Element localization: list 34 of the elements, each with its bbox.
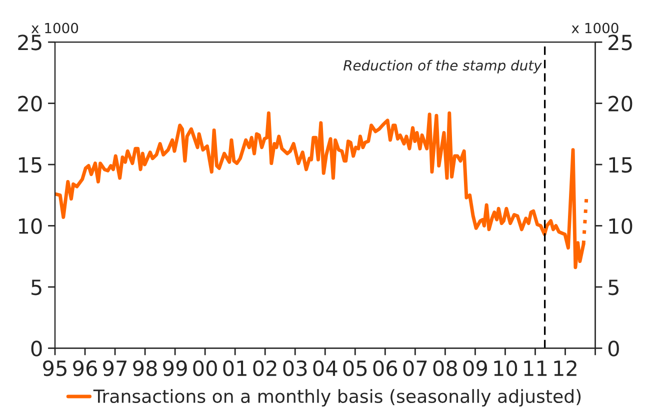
x-tick-label: 00 <box>193 360 217 376</box>
x-tick-label: 04 <box>313 360 338 376</box>
x-tick-label: 08 <box>433 360 457 376</box>
y-tick-label: 5 <box>32 280 42 296</box>
y2-tick-label: 10 <box>609 218 632 234</box>
y2-tick-label: 20 <box>608 96 632 112</box>
x-tick-label: 95 <box>43 360 66 376</box>
x-tick-label: 97 <box>103 360 126 376</box>
y2-tick-label: 15 <box>609 157 632 173</box>
ref-line-label: Reduction of the stamp duty <box>343 60 542 74</box>
x-tick-label: 11 <box>524 360 547 376</box>
y-tick-label: 15 <box>18 157 42 173</box>
y2-tick-label: 25 <box>608 34 632 50</box>
x-tick-label: 98 <box>133 360 157 376</box>
x-tick-label: 07 <box>403 360 427 376</box>
x-tick-label: 02 <box>253 360 276 376</box>
x-tick-label: 06 <box>373 360 398 376</box>
x-tick-label: 03 <box>283 360 307 376</box>
x-tick-label: 01 <box>223 360 246 376</box>
x-tick-label: 96 <box>73 360 97 376</box>
y-axis-title: x 1000 <box>31 22 78 34</box>
y-tick-label: 0 <box>31 340 42 356</box>
y-tick-label: 20 <box>18 96 42 112</box>
legend-label: Transactions on a monthly basis (seasonally adjusted) <box>93 389 581 407</box>
y2-axis-title: x 1000 <box>572 22 618 34</box>
y-tick-label: 25 <box>18 34 42 50</box>
x-tick-label: 12 <box>554 360 576 376</box>
x-tick-label: 99 <box>163 360 187 376</box>
x-tick-label: 09 <box>463 360 487 376</box>
y2-tick-label: 5 <box>608 280 618 296</box>
y-tick-label: 10 <box>18 218 42 234</box>
x-tick-label: 10 <box>494 360 518 376</box>
y2-tick-label: 0 <box>608 340 619 356</box>
x-tick-label: 05 <box>343 360 367 376</box>
